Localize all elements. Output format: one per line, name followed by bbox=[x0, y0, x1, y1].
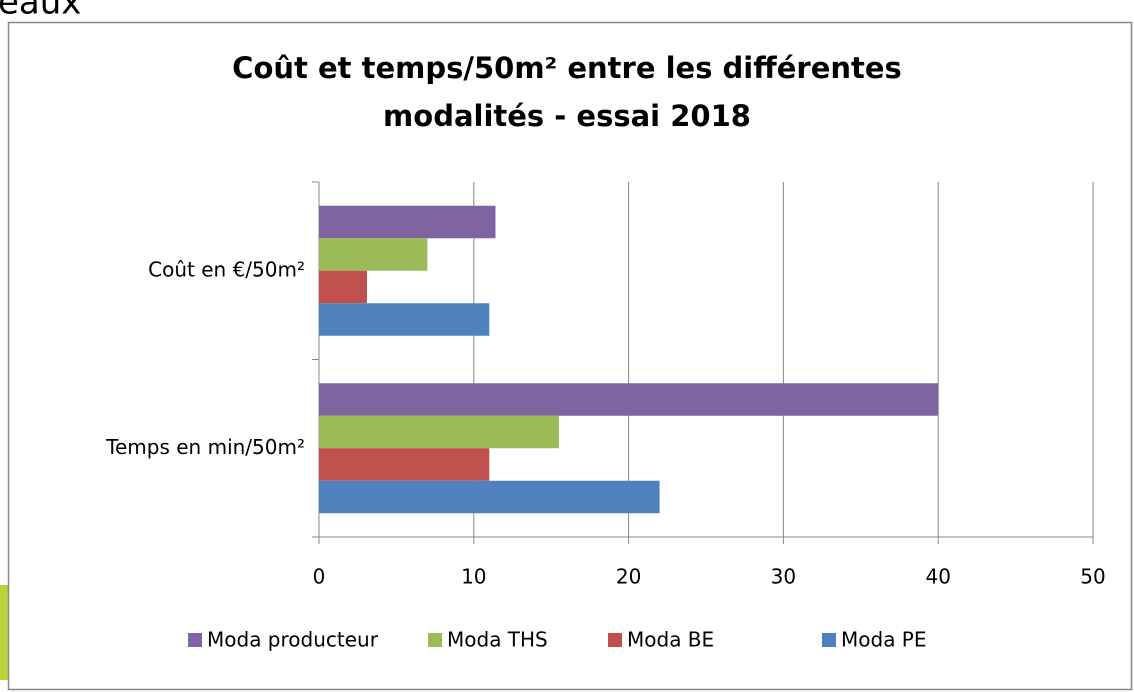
bar bbox=[319, 238, 428, 271]
bar bbox=[319, 303, 490, 336]
legend-label: Moda THS bbox=[447, 628, 548, 652]
chart-title: modalités - essai 2018 bbox=[383, 99, 751, 133]
x-tick-label: 30 bbox=[771, 565, 796, 589]
bar bbox=[319, 270, 367, 304]
x-tick-label: 50 bbox=[1080, 565, 1105, 589]
accent-strip bbox=[0, 585, 9, 680]
x-tick-label: 20 bbox=[616, 565, 641, 589]
legend-swatch bbox=[608, 633, 622, 647]
legend-swatch bbox=[188, 633, 202, 647]
bar bbox=[319, 205, 496, 239]
y-tick-label: Temps en min/50m² bbox=[105, 435, 305, 459]
legend-swatch bbox=[428, 633, 442, 647]
page-fragment: eaux bbox=[0, 0, 81, 23]
x-tick-label: 0 bbox=[313, 565, 326, 589]
legend-swatch bbox=[822, 633, 836, 647]
x-tick-label: 10 bbox=[461, 565, 486, 589]
bar bbox=[319, 383, 939, 416]
chart-title: Coût et temps/50m² entre les différentes bbox=[232, 51, 902, 85]
legend-label: Moda producteur bbox=[207, 628, 379, 652]
x-tick-label: 40 bbox=[925, 565, 950, 589]
y-tick-label: Coût en €/50m² bbox=[148, 257, 305, 281]
chart-frame bbox=[7, 21, 1133, 691]
legend-label: Moda BE bbox=[627, 628, 714, 652]
legend-label: Moda PE bbox=[841, 628, 927, 652]
bar bbox=[319, 415, 559, 449]
bar bbox=[319, 448, 490, 481]
bar bbox=[319, 480, 660, 514]
